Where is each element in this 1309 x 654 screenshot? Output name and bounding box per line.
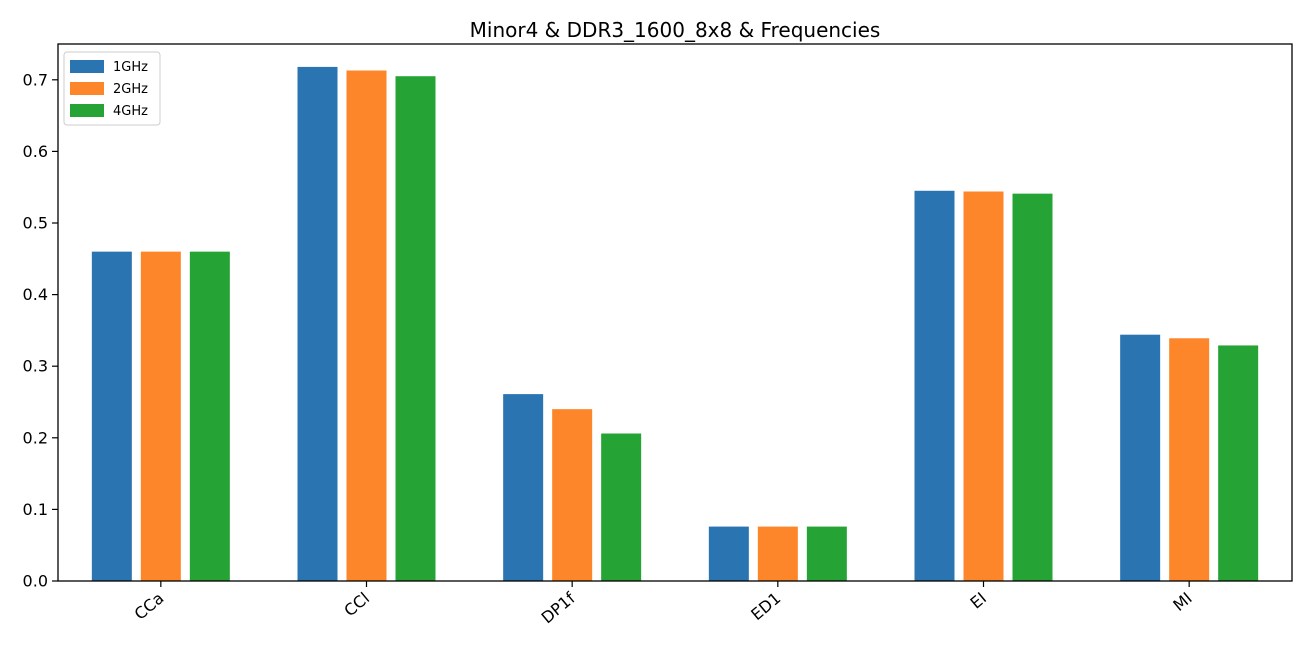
y-tick-label: 0.6	[23, 142, 48, 161]
bar-dp1f-2ghz	[552, 409, 593, 581]
bar-cca-1ghz	[91, 251, 132, 581]
x-axis: CCa CCl DP1f ED1 EI MI	[131, 581, 1196, 627]
bar-ei-4ghz	[1012, 193, 1053, 582]
y-tick-label: 0.5	[23, 214, 48, 233]
legend-label-2ghz: 2GHz	[113, 82, 148, 97]
legend-label-1ghz: 1GHz	[113, 60, 148, 75]
bar-dp1f-1ghz	[503, 394, 544, 581]
legend-swatch-2ghz	[70, 82, 104, 95]
bar-ei-2ghz	[963, 191, 1004, 581]
bar-cca-4ghz	[189, 251, 230, 581]
y-tick-label: 0.1	[23, 500, 48, 519]
x-tick-label-cca: CCa	[131, 589, 168, 624]
legend-swatch-4ghz	[70, 104, 104, 117]
y-tick-label: 0.7	[23, 70, 48, 89]
y-tick-label: 0.0	[23, 572, 48, 591]
x-tick-label-ccl: CCl	[340, 589, 373, 621]
bar-ed1-1ghz	[708, 526, 749, 581]
legend-label-4ghz: 4GHz	[113, 104, 148, 119]
y-tick-label: 0.2	[23, 428, 48, 447]
x-tick-label-mi: MI	[1169, 589, 1195, 615]
bar-ccl-1ghz	[297, 66, 338, 582]
bar-mi-2ghz	[1169, 338, 1210, 581]
y-axis: 0.0 0.1 0.2 0.3 0.4 0.5 0.6 0.7	[23, 70, 58, 591]
x-tick-label-dp1f: DP1f	[538, 588, 579, 627]
bar-dp1f-4ghz	[601, 433, 642, 581]
bar-mi-4ghz	[1218, 345, 1259, 581]
bar-ei-1ghz	[914, 190, 955, 581]
chart-title: Minor4 & DDR3_1600_8x8 & Frequencies	[470, 18, 881, 42]
bar-ed1-2ghz	[757, 526, 798, 581]
bar-ed1-4ghz	[806, 526, 847, 581]
bars-layer	[91, 66, 1259, 582]
bar-mi-1ghz	[1120, 334, 1161, 581]
bar-ccl-4ghz	[395, 76, 436, 581]
x-tick-label-ei: EI	[966, 589, 990, 613]
y-tick-label: 0.4	[23, 285, 48, 304]
legend-swatch-1ghz	[70, 60, 104, 73]
bar-ccl-2ghz	[346, 70, 387, 581]
legend: 1GHz 2GHz 4GHz	[63, 51, 161, 126]
y-tick-label: 0.3	[23, 357, 48, 376]
bar-cca-2ghz	[140, 251, 181, 581]
plot-frame	[57, 43, 1293, 582]
x-tick-label-ed1: ED1	[747, 589, 784, 625]
